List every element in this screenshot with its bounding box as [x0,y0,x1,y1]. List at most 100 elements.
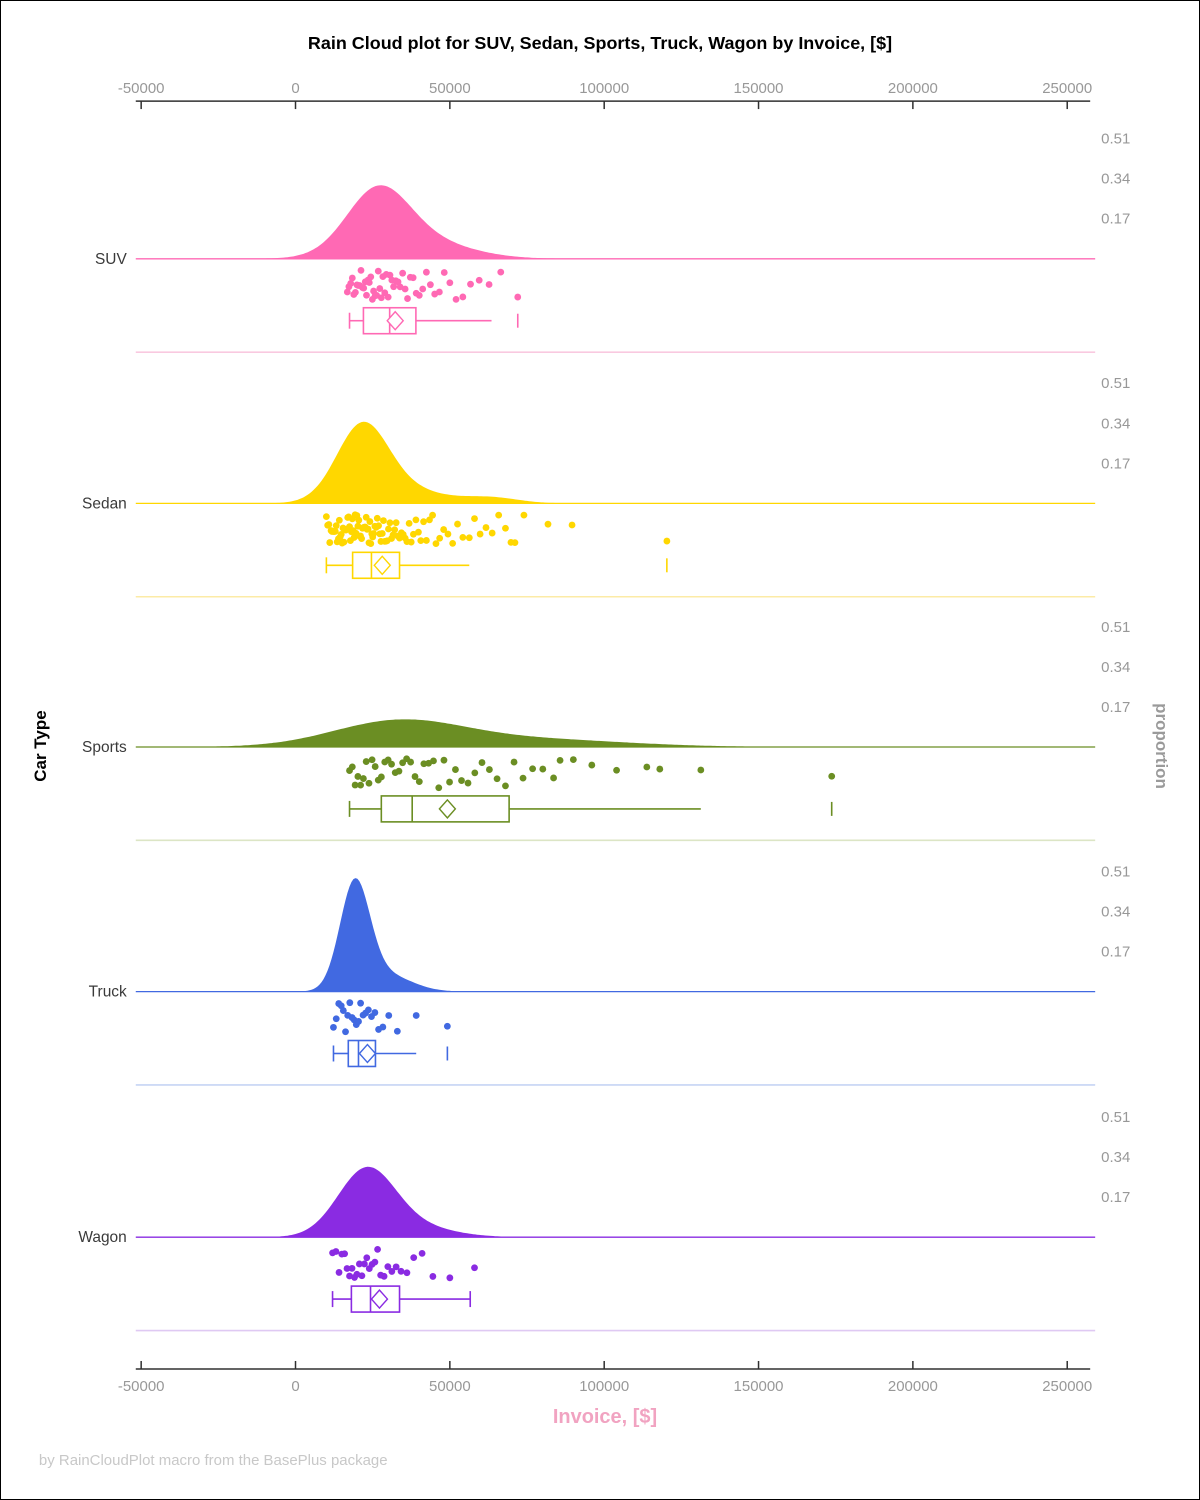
proportion-tick-label: 0.34 [1101,903,1130,920]
rain-point [343,1265,351,1272]
proportion-tick-label: 0.34 [1101,415,1130,432]
rain-point [410,1254,418,1262]
rain-point [339,1007,347,1014]
mean-diamond-truck [358,1043,377,1064]
mean-diamond-suv [386,310,405,331]
rain-point [330,1023,337,1031]
rain-point [335,1269,343,1276]
rain-point [375,522,382,530]
rain-point [476,530,484,538]
rain-point [458,777,465,784]
rain-point [380,1272,388,1280]
proportion-tick-label: 0.51 [1101,375,1130,392]
density-area-suv [135,185,1091,259]
rain-point [436,534,444,542]
x-axis-tick-label: -50000 [118,80,165,97]
proportion-tick-label: 0.17 [1101,1189,1130,1206]
chart-title: Rain Cloud plot for SUV, Sedan, Sports, … [308,33,892,53]
x-axis-tick-label: 100000 [579,1378,629,1395]
rain-point [435,784,443,792]
rain-point [384,1263,392,1271]
proportion-tick-label: 0.51 [1101,131,1130,148]
rain-point [348,274,356,282]
rain-point [420,518,427,526]
rain-point [352,288,359,296]
rain-point [371,763,379,770]
rain-point [409,274,417,282]
rain-point [363,1254,371,1262]
rain-point [471,515,478,522]
x-axis-tick-label: 200000 [888,1378,938,1395]
x-axis-tick-label: 150000 [734,1378,784,1395]
rain-point [380,517,387,524]
rain-point [471,769,479,777]
rain-point [360,775,367,782]
rain-point [374,267,382,275]
rain-point [556,756,564,764]
rain-point [332,522,340,530]
rain-point [355,1018,362,1025]
rain-point [529,765,537,773]
rain-point [364,525,372,533]
rain-point [467,280,474,288]
proportion-tick-label: 0.34 [1101,659,1130,676]
rain-point [452,766,459,773]
rain-point [432,540,440,548]
rain-point [514,293,522,301]
rain-point [502,524,509,532]
rain-point [422,268,430,276]
rain-point [390,283,398,291]
rain-point [550,774,557,782]
rain-point [373,514,381,522]
rain-point [357,267,365,274]
rain-point [354,773,362,780]
proportion-tick-label: 0.17 [1101,211,1130,228]
rain-point [379,1023,387,1031]
rain-point [385,1012,393,1019]
rain-point [391,526,399,534]
rain-point [371,1258,379,1266]
rain-point [544,520,552,528]
rain-point [403,1269,411,1277]
rain-point [510,758,518,766]
plot-layer: -50000 0 50000 100000 150000 200000 250000 -500… [78,80,1130,1395]
rain-point [459,293,467,301]
rain-point [488,529,496,537]
category-label-sedan: Sedan [82,495,127,512]
rain-point [519,774,527,782]
rain-point [331,527,339,535]
category-label-truck: Truck [89,984,127,1001]
rain-point [401,285,409,293]
proportion-tick-label: 0.51 [1101,863,1130,880]
rain-point [367,273,375,281]
rain-point [366,518,374,525]
rain-point [697,766,705,774]
rain-point [335,516,343,524]
mean-diamond-wagon [370,1289,389,1310]
rain-point [446,778,453,786]
rain-point [377,773,385,781]
x-axis-label: Invoice, [$] [553,1406,657,1428]
rain-point [412,1012,420,1019]
rain-point [357,999,364,1007]
rain-point [364,1006,372,1014]
proportion-tick-label: 0.17 [1101,944,1130,961]
rain-point [386,519,394,527]
rain-point [392,519,400,527]
rain-point [485,766,493,773]
x-axis-tick-label: 100000 [579,80,629,97]
rain-point [464,779,472,787]
rain-point [407,758,415,766]
rain-point [418,1249,426,1257]
rain-point [429,511,436,519]
rain-point [392,1263,400,1271]
rain-point [357,781,364,789]
category-label-sports: Sports [82,739,127,756]
x-axis-tick-label: 50000 [429,1378,471,1395]
rain-point [415,778,423,786]
rain-point [440,526,448,533]
rain-point [388,760,395,768]
rain-point [395,767,403,775]
mean-diamond-sports [438,798,457,819]
